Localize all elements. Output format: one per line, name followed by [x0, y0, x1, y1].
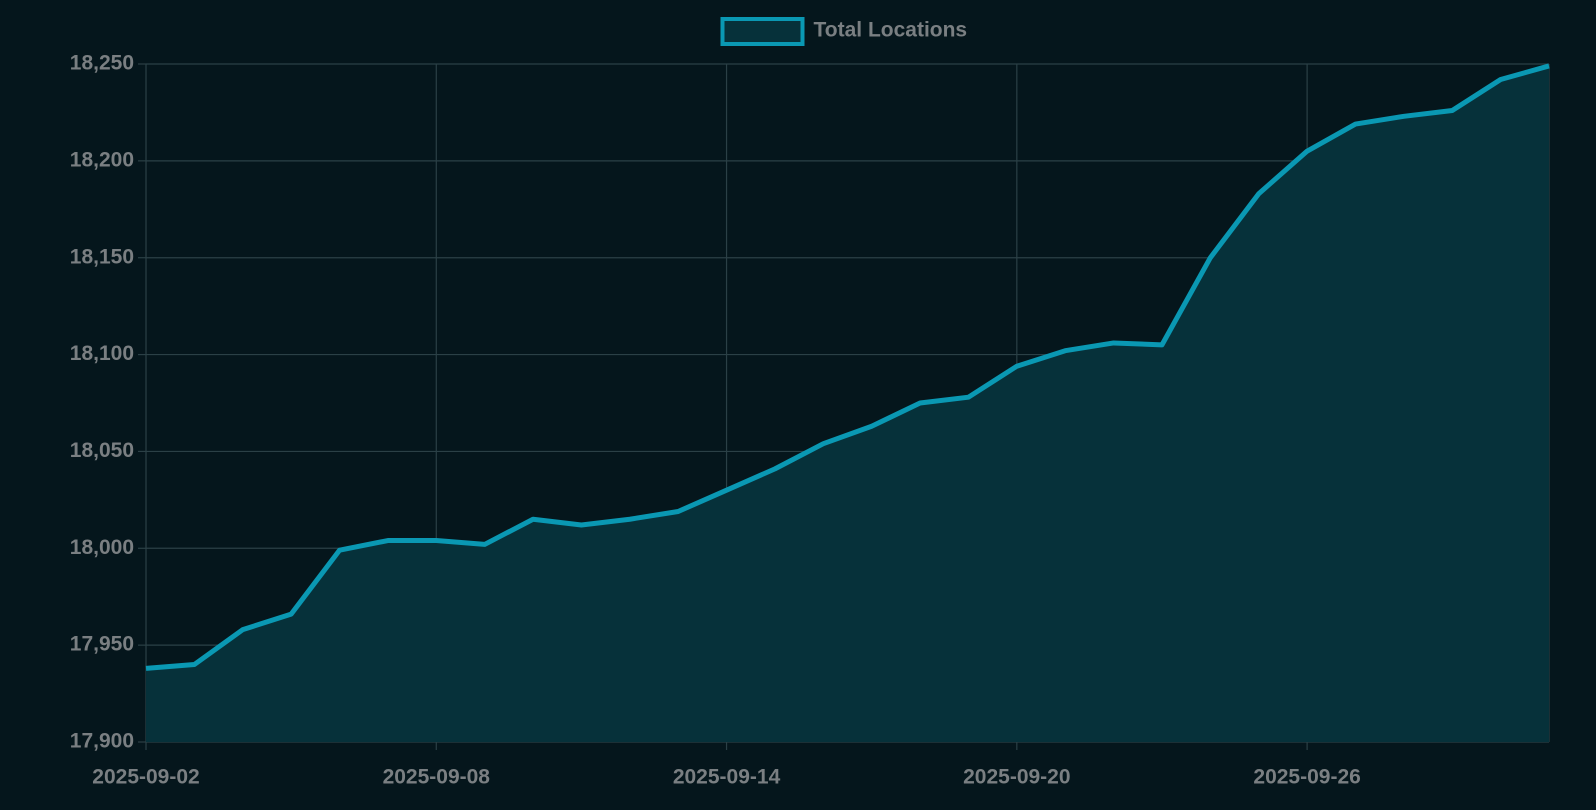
x-tick-label: 2025-09-20 [963, 766, 1070, 789]
legend-swatch [720, 17, 805, 46]
y-tick-label: 18,100 [70, 342, 134, 365]
area [146, 65, 1549, 743]
y-tick-label: 18,000 [70, 536, 134, 559]
y-tick-label: 18,150 [70, 245, 134, 268]
x-tick-label: 2025-09-14 [673, 766, 781, 789]
x-tick-label: 2025-09-02 [92, 766, 199, 789]
y-tick-label: 18,250 [70, 52, 134, 75]
line [145, 63, 1550, 671]
legend-label: Total Locations [814, 19, 968, 42]
y-tick-label: 18,050 [70, 439, 134, 462]
y-tick-label: 17,950 [70, 633, 134, 656]
x-tick-label: 2025-09-26 [1253, 766, 1360, 789]
y-tick-label: 18,200 [70, 148, 134, 171]
x-tick-label: 2025-09-08 [383, 766, 491, 789]
y-tick-label: 17,900 [70, 730, 134, 753]
